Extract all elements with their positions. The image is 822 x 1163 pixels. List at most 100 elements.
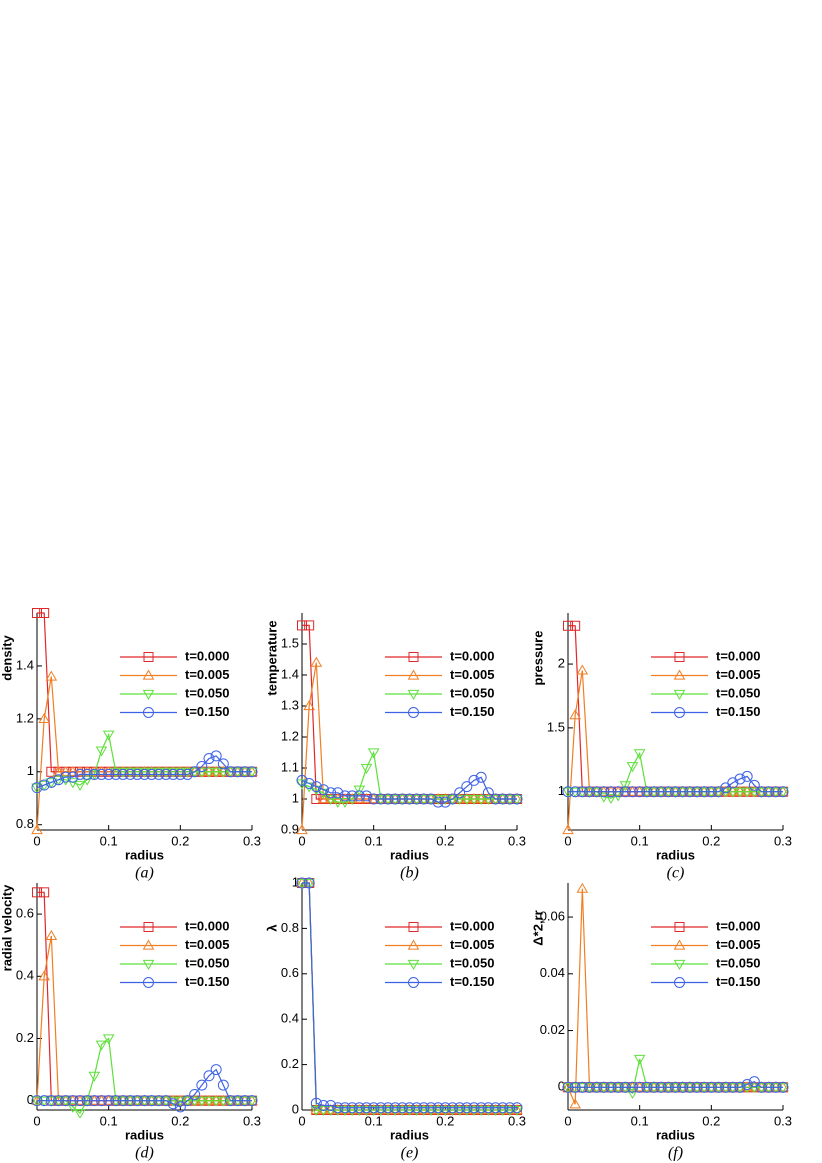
marker (139, 1095, 150, 1107)
marker (153, 1095, 165, 1107)
marker (482, 1105, 495, 1116)
marker (361, 1102, 372, 1114)
marker (88, 1095, 100, 1107)
caption: (f) (668, 1145, 683, 1162)
marker (741, 787, 753, 798)
marker (368, 1102, 380, 1114)
legend-label: t=0.150 (716, 974, 760, 989)
series-line (568, 775, 783, 793)
x-tick-label: 0.1 (631, 833, 649, 848)
x-tick-label: 0.2 (436, 1113, 454, 1128)
marker (167, 765, 179, 776)
marker (569, 786, 581, 798)
marker (389, 1105, 401, 1116)
x-axis-label: radius (125, 1127, 164, 1142)
marker (131, 768, 143, 780)
marker (160, 765, 172, 776)
x-axis-label: radius (125, 847, 164, 862)
marker (88, 1071, 101, 1082)
legend-marker (407, 689, 420, 700)
marker (217, 1079, 229, 1091)
legend-marker (142, 669, 155, 680)
x-tick-label: 0.2 (436, 833, 454, 848)
marker (110, 1095, 122, 1107)
x-tick-label: 0.3 (774, 833, 792, 848)
marker (504, 1102, 516, 1114)
x-tick-label: 0.3 (774, 1113, 792, 1128)
marker (32, 887, 42, 898)
marker (74, 1109, 86, 1118)
marker (670, 1081, 681, 1093)
marker (203, 1094, 215, 1105)
marker (468, 1105, 480, 1116)
marker (454, 1102, 466, 1114)
marker (475, 1102, 487, 1114)
marker (146, 768, 158, 780)
x-tick-label: 0.1 (100, 833, 118, 848)
marker (67, 778, 79, 789)
marker (468, 774, 480, 786)
marker (497, 793, 509, 805)
marker (461, 1102, 473, 1114)
marker (634, 1081, 646, 1093)
marker (612, 1081, 624, 1093)
legend-label: t=0.000 (185, 648, 229, 663)
marker (310, 1104, 323, 1115)
marker (59, 765, 72, 776)
series-line (302, 882, 517, 1111)
marker (217, 758, 229, 770)
marker (203, 767, 215, 778)
marker (38, 1095, 50, 1107)
y-tick-label: 0.2 (16, 1030, 34, 1045)
marker (418, 1105, 430, 1116)
plot (31, 608, 258, 835)
marker (734, 1081, 746, 1093)
marker (203, 1096, 215, 1107)
plot (562, 620, 789, 835)
marker (174, 765, 187, 776)
marker (353, 790, 365, 802)
marker (741, 770, 753, 782)
marker (447, 1102, 458, 1114)
marker (598, 792, 610, 803)
marker (225, 766, 236, 778)
marker (482, 1102, 494, 1114)
marker (713, 1081, 724, 1093)
legend-marker (407, 939, 420, 950)
series-line (37, 1068, 252, 1108)
y-tick-label: 1.3 (281, 697, 299, 712)
marker (153, 765, 165, 776)
marker (633, 1054, 646, 1065)
marker (181, 1096, 194, 1107)
legend-label: t=0.000 (450, 648, 494, 663)
marker (396, 1102, 408, 1114)
marker (38, 779, 50, 791)
marker (38, 970, 50, 981)
marker (160, 768, 172, 780)
marker (225, 1095, 236, 1107)
marker (153, 768, 165, 780)
marker (246, 1095, 258, 1107)
marker (641, 786, 653, 798)
marker (353, 785, 366, 796)
legend-label: t=0.005 (716, 667, 760, 682)
caption: (b) (400, 865, 419, 882)
marker (569, 1098, 581, 1109)
marker (626, 1088, 639, 1099)
panel: 0 0.02 0.04 0.06 0 0.1 0.2 0.3 radius (f) Δ*2,rr t=… (530, 882, 792, 1162)
y-tick-label: 1 (292, 790, 299, 805)
y-tick-label: 0.6 (16, 906, 34, 921)
marker (648, 1081, 660, 1093)
marker (411, 793, 423, 805)
legend-label: t=0.050 (185, 955, 229, 970)
marker (189, 766, 201, 778)
marker (591, 786, 603, 798)
legend-marker (673, 669, 686, 680)
marker (619, 781, 632, 792)
marker (232, 1095, 244, 1107)
marker (439, 796, 451, 808)
legend-marker (674, 652, 685, 662)
marker (570, 620, 581, 631)
marker (196, 760, 208, 772)
y-axis-label: temperature (264, 620, 279, 695)
